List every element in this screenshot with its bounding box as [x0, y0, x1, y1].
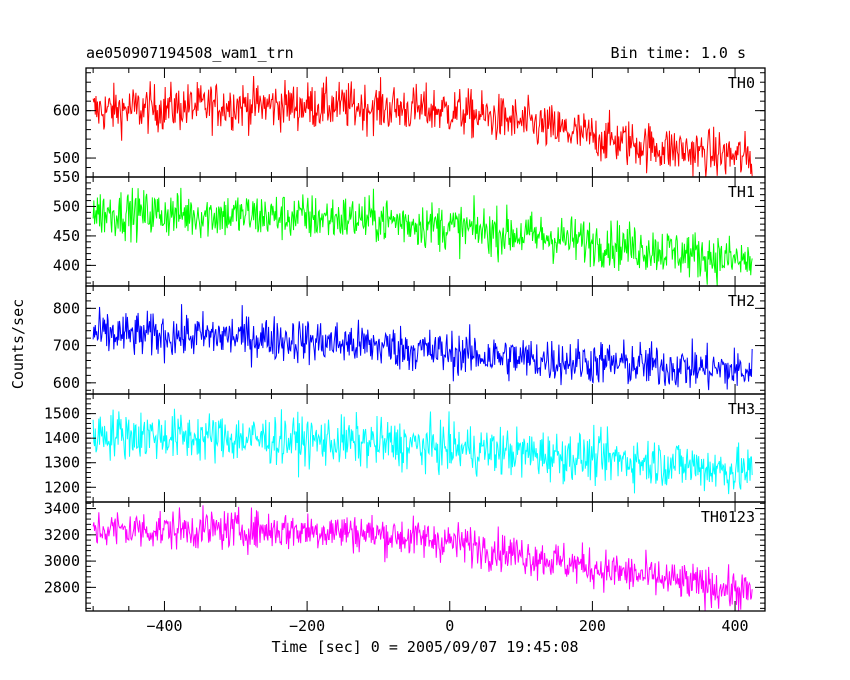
y-tick-label: 700 — [53, 337, 80, 355]
y-tick-label: 2800 — [44, 578, 80, 596]
bin-time-label: Bin time: 1.0 s — [610, 44, 746, 62]
y-tick-label: 600 — [53, 102, 80, 120]
series-line-th0 — [92, 75, 753, 178]
panel-label-th0: TH0 — [728, 74, 755, 92]
panel-frame-th0123 — [85, 501, 766, 612]
plot-title: ae050907194508_wam1_trn — [86, 44, 294, 62]
y-tick-label: 800 — [53, 299, 80, 317]
y-tick-label: 1200 — [44, 478, 80, 496]
y-tick-label: 450 — [53, 227, 80, 245]
panel-label-th1: TH1 — [728, 183, 755, 201]
y-tick-label: 1500 — [44, 405, 80, 423]
y-tick-label: 600 — [53, 374, 80, 392]
x-tick-label: 0 — [445, 617, 454, 635]
y-tick-label: 500 — [53, 149, 80, 167]
y-tick-label: 500 — [53, 197, 80, 215]
y-tick-label: 1300 — [44, 454, 80, 472]
x-tick-label: 200 — [579, 617, 606, 635]
y-tick-label: 3400 — [44, 500, 80, 518]
y-tick-label: 3000 — [44, 552, 80, 570]
series-line-th3 — [92, 408, 753, 495]
series-line-th2 — [92, 304, 753, 391]
x-axis-label: Time [sec] 0 = 2005/09/07 19:45:08 — [271, 638, 579, 656]
y-tick-label: 400 — [53, 256, 80, 274]
panel-label-th2: TH2 — [728, 292, 755, 310]
panel-label-th0123: TH0123 — [701, 508, 755, 526]
x-tick-label: 400 — [721, 617, 748, 635]
y-tick-label: 1400 — [44, 429, 80, 447]
x-tick-label: −200 — [289, 617, 325, 635]
panel-frame-th1 — [85, 176, 766, 287]
y-tick-label: 550 — [53, 168, 80, 186]
series-line-th1 — [92, 187, 753, 287]
y-axis-label: Counts/sec — [9, 298, 27, 390]
series-line-th0123 — [92, 505, 753, 612]
x-tick-label: −400 — [146, 617, 182, 635]
panel-label-th3: TH3 — [728, 400, 755, 418]
y-tick-label: 3200 — [44, 526, 80, 544]
